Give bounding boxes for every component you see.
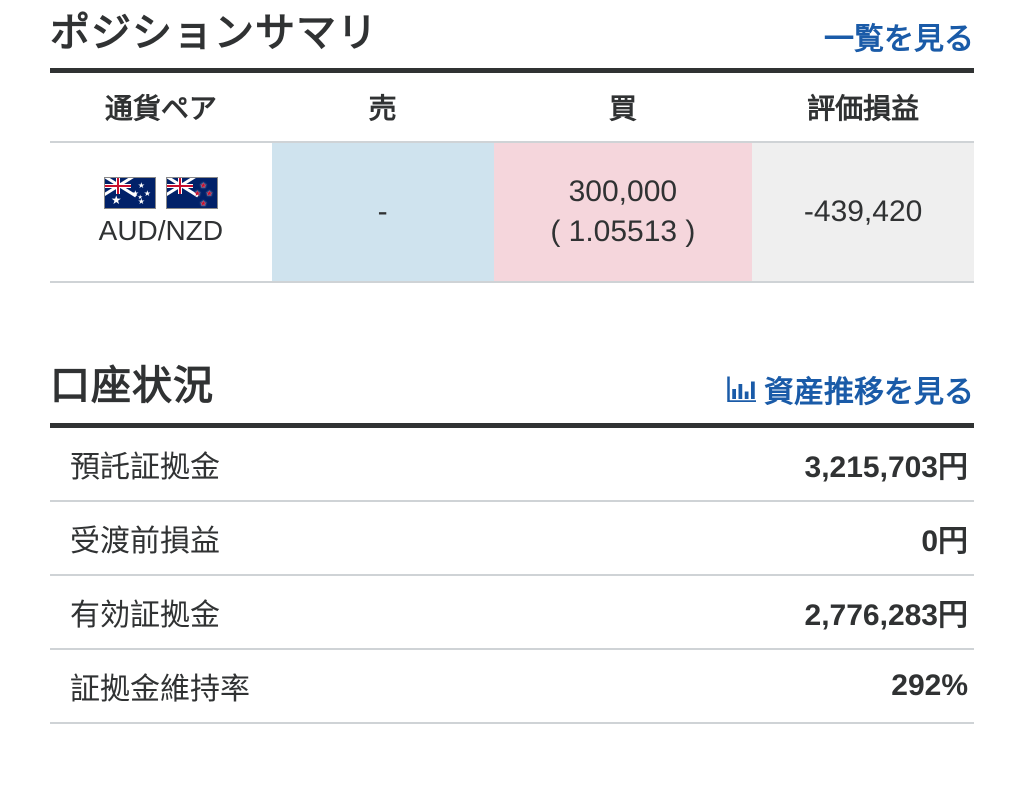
row-label: 預託証拠金	[50, 428, 536, 501]
position-summary-header: ポジションサマリ 一覧を見る	[50, 0, 974, 68]
cell-pl: -439,420	[752, 142, 974, 282]
account-status-title: 口座状況	[50, 353, 214, 411]
buy-amount: 300,000	[494, 172, 753, 213]
position-summary-title: ポジションサマリ	[50, 0, 378, 58]
col-pair: 通貨ペア	[50, 73, 272, 142]
pair-flags: ★ ★★★★★ ★★★★	[104, 177, 218, 209]
row-label: 証拠金維持率	[50, 649, 536, 723]
cell-buy: 300,000 ( 1.05513 )	[494, 142, 753, 282]
bar-chart-icon	[726, 376, 756, 402]
table-row: 有効証拠金 2,776,283円	[50, 575, 974, 649]
account-status-section: 口座状況 資産推移を見る 預託証拠金 3,215,703円 受渡前損益 0円	[0, 353, 1024, 724]
col-sell: 売	[272, 73, 494, 142]
col-pl: 評価損益	[752, 73, 974, 142]
row-value: 0円	[536, 501, 974, 575]
pair-label: AUD/NZD	[99, 215, 223, 247]
asset-history-link[interactable]: 資産推移を見る	[726, 367, 974, 411]
position-summary-section: ポジションサマリ 一覧を見る 通貨ペア 売 買 評価損益 ★	[0, 0, 1024, 283]
flag-au-icon: ★ ★★★★★	[104, 177, 156, 209]
flag-nz-icon: ★★★★	[166, 177, 218, 209]
table-row: 証拠金維持率 292%	[50, 649, 974, 723]
asset-history-label: 資産推移を見る	[764, 367, 974, 411]
row-label: 有効証拠金	[50, 575, 536, 649]
table-row: 預託証拠金 3,215,703円	[50, 428, 974, 501]
account-status-header: 口座状況 資産推移を見る	[50, 353, 974, 423]
row-label: 受渡前損益	[50, 501, 536, 575]
row-value: 3,215,703円	[536, 428, 974, 501]
row-value: 292%	[536, 649, 974, 723]
table-header-row: 通貨ペア 売 買 評価損益	[50, 73, 974, 142]
cell-sell: -	[272, 142, 494, 282]
table-row[interactable]: ★ ★★★★★ ★★★★ AUD/NZD -	[50, 142, 974, 282]
position-summary-table: 通貨ペア 売 買 評価損益 ★ ★★★★★	[50, 73, 974, 283]
view-all-link[interactable]: 一覧を見る	[824, 14, 974, 58]
buy-rate: ( 1.05513 )	[494, 212, 753, 253]
row-value: 2,776,283円	[536, 575, 974, 649]
table-row: 受渡前損益 0円	[50, 501, 974, 575]
cell-pair: ★ ★★★★★ ★★★★ AUD/NZD	[50, 142, 272, 282]
account-status-table: 預託証拠金 3,215,703円 受渡前損益 0円 有効証拠金 2,776,28…	[50, 428, 974, 724]
col-buy: 買	[494, 73, 753, 142]
